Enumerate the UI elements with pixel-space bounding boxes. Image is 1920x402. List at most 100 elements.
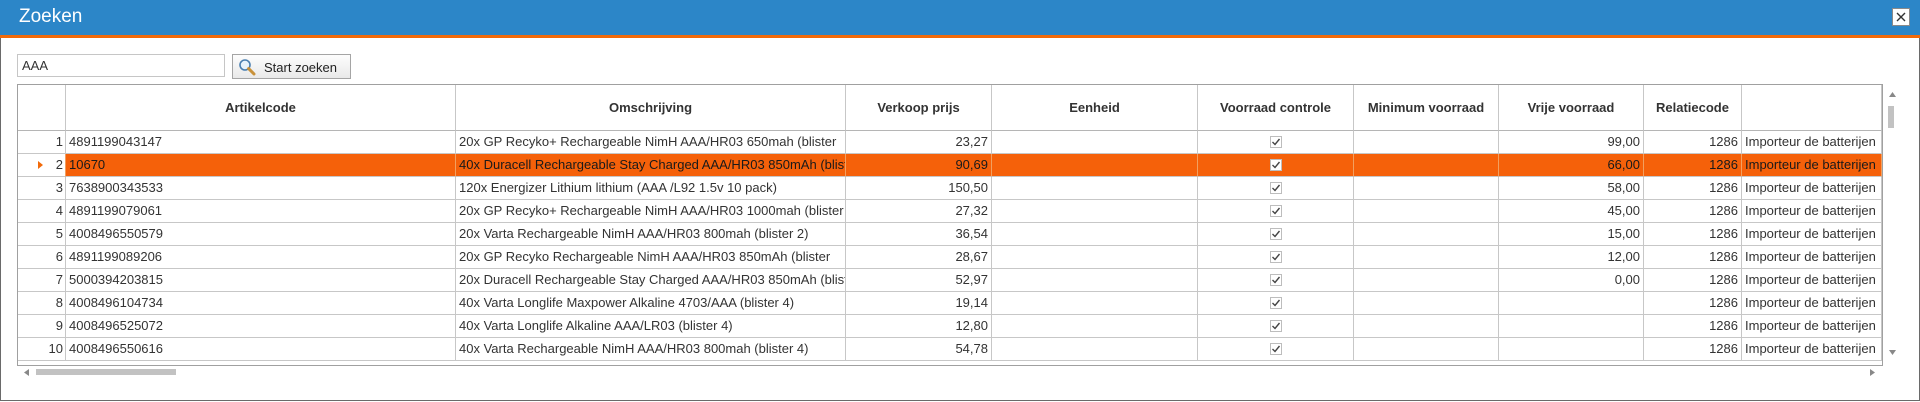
- cell-omschrijving[interactable]: 20x GP Recyko+ Rechargeable NimH AAA/HR0…: [456, 131, 846, 154]
- column-header-minimumvoorraad[interactable]: Minimum voorraad: [1354, 85, 1499, 131]
- cell-relatiecode[interactable]: 1286: [1644, 131, 1742, 154]
- cell-artikelcode[interactable]: 4008496550616: [66, 338, 456, 361]
- cell-verkoopprijs[interactable]: 23,27: [846, 131, 992, 154]
- cell-eenheid[interactable]: [992, 246, 1198, 269]
- cell-omschrijving[interactable]: 20x Varta Rechargeable NimH AAA/HR03 800…: [456, 223, 846, 246]
- column-header-verkoopprijs[interactable]: Verkoop prijs: [846, 85, 992, 131]
- cell-minimumvoorraad[interactable]: [1354, 177, 1499, 200]
- horizontal-scroll-thumb[interactable]: [36, 369, 176, 375]
- cell-minimumvoorraad[interactable]: [1354, 269, 1499, 292]
- cell-relatiecode[interactable]: 1286: [1644, 338, 1742, 361]
- column-header-relatiecode[interactable]: Relatiecode: [1644, 85, 1742, 131]
- cell-eenheid[interactable]: [992, 131, 1198, 154]
- cell-relatie[interactable]: Importeur de batterijen: [1742, 338, 1882, 361]
- cell-voorraadcontrole[interactable]: [1198, 200, 1354, 223]
- vertical-scroll-thumb[interactable]: [1888, 106, 1894, 128]
- cell-minimumvoorraad[interactable]: [1354, 315, 1499, 338]
- cell-vrijevoorraad[interactable]: 66,00: [1499, 154, 1644, 177]
- cell-relatie[interactable]: Importeur de batterijen: [1742, 177, 1882, 200]
- cell-verkoopprijs[interactable]: 19,14: [846, 292, 992, 315]
- checkmark-icon[interactable]: [1269, 251, 1282, 263]
- checkmark-icon[interactable]: [1269, 228, 1282, 240]
- cell-artikelcode[interactable]: 4008496525072: [66, 315, 456, 338]
- cell-voorraadcontrole[interactable]: [1198, 246, 1354, 269]
- cell-verkoopprijs[interactable]: 12,80: [846, 315, 992, 338]
- cell-voorraadcontrole[interactable]: [1198, 292, 1354, 315]
- cell-eenheid[interactable]: [992, 223, 1198, 246]
- cell-omschrijving[interactable]: 20x Duracell Rechargeable Stay Charged A…: [456, 269, 846, 292]
- cell-minimumvoorraad[interactable]: [1354, 338, 1499, 361]
- cell-vrijevoorraad[interactable]: 0,00: [1499, 269, 1644, 292]
- cell-verkoopprijs[interactable]: 90,69: [846, 154, 992, 177]
- checkmark-icon[interactable]: [1269, 136, 1282, 148]
- cell-relatie[interactable]: Importeur de batterijen: [1742, 246, 1882, 269]
- cell-relatie[interactable]: Importeur de batterijen: [1742, 131, 1882, 154]
- cell-minimumvoorraad[interactable]: [1354, 200, 1499, 223]
- cell-eenheid[interactable]: [992, 338, 1198, 361]
- cell-omschrijving[interactable]: 20x GP Recyko Rechargeable NimH AAA/HR03…: [456, 246, 846, 269]
- cell-relatiecode[interactable]: 1286: [1644, 154, 1742, 177]
- checkmark-icon[interactable]: [1269, 274, 1282, 286]
- cell-artikelcode[interactable]: 4891199079061: [66, 200, 456, 223]
- checkmark-icon[interactable]: [1269, 205, 1282, 217]
- cell-relatie[interactable]: Importeur de batterijen: [1742, 269, 1882, 292]
- cell-relatie[interactable]: Importeur de batterijen: [1742, 223, 1882, 246]
- cell-vrijevoorraad[interactable]: [1499, 338, 1644, 361]
- cell-voorraadcontrole[interactable]: [1198, 315, 1354, 338]
- checkmark-icon[interactable]: [1269, 182, 1282, 194]
- cell-eenheid[interactable]: [992, 177, 1198, 200]
- cell-omschrijving[interactable]: 40x Varta Rechargeable NimH AAA/HR03 800…: [456, 338, 846, 361]
- cell-voorraadcontrole[interactable]: [1198, 223, 1354, 246]
- vertical-scrollbar[interactable]: [1883, 84, 1901, 366]
- cell-eenheid[interactable]: [992, 200, 1198, 223]
- cell-minimumvoorraad[interactable]: [1354, 154, 1499, 177]
- cell-minimumvoorraad[interactable]: [1354, 246, 1499, 269]
- cell-voorraadcontrole[interactable]: [1198, 338, 1354, 361]
- cell-artikelcode[interactable]: 10670: [66, 154, 456, 177]
- cell-verkoopprijs[interactable]: 28,67: [846, 246, 992, 269]
- column-header-omschrijving[interactable]: Omschrijving: [456, 85, 846, 131]
- checkmark-icon[interactable]: [1269, 159, 1282, 171]
- cell-minimumvoorraad[interactable]: [1354, 292, 1499, 315]
- cell-relatiecode[interactable]: 1286: [1644, 200, 1742, 223]
- cell-voorraadcontrole[interactable]: [1198, 177, 1354, 200]
- column-header-eenheid[interactable]: Eenheid: [992, 85, 1198, 131]
- cell-artikelcode[interactable]: 5000394203815: [66, 269, 456, 292]
- cell-minimumvoorraad[interactable]: [1354, 131, 1499, 154]
- cell-verkoopprijs[interactable]: 52,97: [846, 269, 992, 292]
- cell-vrijevoorraad[interactable]: 15,00: [1499, 223, 1644, 246]
- start-search-button[interactable]: Start zoeken: [232, 54, 351, 79]
- cell-eenheid[interactable]: [992, 315, 1198, 338]
- cell-artikelcode[interactable]: 4891199089206: [66, 246, 456, 269]
- cell-relatiecode[interactable]: 1286: [1644, 315, 1742, 338]
- column-header-voorraadcontrole[interactable]: Voorraad controle: [1198, 85, 1354, 131]
- checkmark-icon[interactable]: [1269, 320, 1282, 332]
- cell-verkoopprijs[interactable]: 36,54: [846, 223, 992, 246]
- close-button[interactable]: [1892, 8, 1910, 26]
- cell-artikelcode[interactable]: 7638900343533: [66, 177, 456, 200]
- cell-vrijevoorraad[interactable]: 45,00: [1499, 200, 1644, 223]
- cell-voorraadcontrole[interactable]: [1198, 269, 1354, 292]
- scroll-up-icon[interactable]: [1889, 92, 1896, 97]
- cell-relatiecode[interactable]: 1286: [1644, 292, 1742, 315]
- cell-verkoopprijs[interactable]: 27,32: [846, 200, 992, 223]
- column-header-artikelcode[interactable]: Artikelcode: [66, 85, 456, 131]
- cell-vrijevoorraad[interactable]: 58,00: [1499, 177, 1644, 200]
- cell-vrijevoorraad[interactable]: 12,00: [1499, 246, 1644, 269]
- cell-omschrijving[interactable]: 40x Duracell Rechargeable Stay Charged A…: [456, 154, 846, 177]
- cell-vrijevoorraad[interactable]: [1499, 292, 1644, 315]
- cell-vrijevoorraad[interactable]: 99,00: [1499, 131, 1644, 154]
- horizontal-scrollbar[interactable]: [18, 366, 1883, 379]
- cell-minimumvoorraad[interactable]: [1354, 223, 1499, 246]
- cell-eenheid[interactable]: [992, 292, 1198, 315]
- checkmark-icon[interactable]: [1269, 343, 1282, 355]
- cell-relatie[interactable]: Importeur de batterijen: [1742, 200, 1882, 223]
- cell-vrijevoorraad[interactable]: [1499, 315, 1644, 338]
- cell-relatiecode[interactable]: 1286: [1644, 177, 1742, 200]
- cell-voorraadcontrole[interactable]: [1198, 131, 1354, 154]
- cell-relatie[interactable]: Importeur de batterijen: [1742, 315, 1882, 338]
- cell-eenheid[interactable]: [992, 154, 1198, 177]
- column-header-relatie[interactable]: [1742, 85, 1882, 131]
- cell-verkoopprijs[interactable]: 150,50: [846, 177, 992, 200]
- cell-artikelcode[interactable]: 4008496104734: [66, 292, 456, 315]
